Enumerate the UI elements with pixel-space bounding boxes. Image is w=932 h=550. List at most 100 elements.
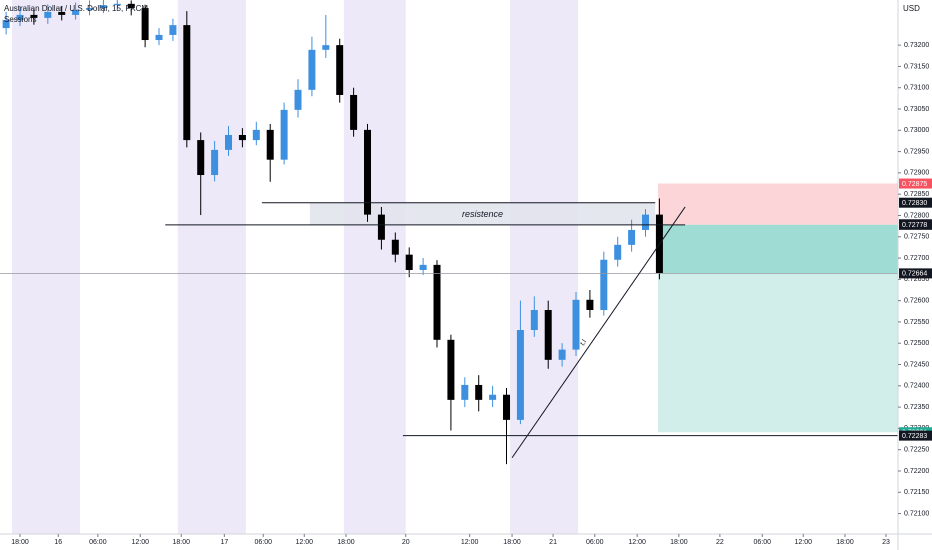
candle-body: [141, 8, 149, 41]
candle-body: [44, 11, 52, 18]
y-tick-label: 0.72700: [904, 255, 929, 262]
x-tick-label: 12:00: [296, 539, 314, 546]
y-tick-label: 0.73200: [904, 42, 929, 49]
candle-body: [503, 394, 511, 420]
x-tick-label: 12:00: [131, 539, 149, 546]
background-layer: [12, 0, 898, 534]
candle-body: [127, 3, 135, 9]
candle-body: [572, 299, 580, 350]
y-tick-label: 0.73150: [904, 63, 929, 70]
y-tick-label: 0.72350: [904, 404, 929, 411]
price-label: 0.72664: [902, 271, 927, 278]
trendline: [511, 206, 686, 459]
y-tick-label: 0.72550: [904, 319, 929, 326]
price-label-bg: [899, 268, 932, 279]
x-tick-label: 12:00: [795, 539, 813, 546]
y-tick-label: 0.72250: [904, 447, 929, 454]
candle-body: [155, 34, 163, 41]
candle-body: [614, 244, 622, 260]
candle-body: [516, 330, 524, 420]
y-tick-label: 0.72150: [904, 489, 929, 496]
y-tick-label: 0.72500: [904, 340, 929, 347]
candle-body: [419, 264, 427, 270]
price-label-bg: [899, 197, 932, 208]
candle-body: [225, 134, 233, 150]
candle-body: [642, 214, 650, 230]
candle-body: [558, 349, 566, 360]
zone-label: resistence: [462, 209, 503, 219]
resistance-zone: [309, 202, 656, 225]
candle-body: [266, 129, 274, 160]
candle-body: [113, 3, 121, 6]
candle-body: [544, 310, 552, 360]
y-tick-label: 0.72400: [904, 383, 929, 390]
candle-body: [308, 49, 316, 90]
candle-body: [405, 254, 413, 270]
candle-body: [16, 14, 24, 21]
price-label-bg: [899, 219, 932, 230]
x-tick-label: 20: [402, 539, 410, 546]
y-tick-label: 0.72200: [904, 468, 929, 475]
candle-body: [336, 45, 344, 95]
y-tick-label: 0.72650: [904, 276, 929, 283]
price-label: 0.72778: [902, 222, 927, 229]
x-tick-label: 06:00: [754, 539, 772, 546]
candle-body: [377, 214, 385, 240]
candle-body: [169, 25, 177, 35]
candle-body: [600, 259, 608, 311]
candle-body: [280, 109, 288, 160]
x-tick-label: 18:00: [337, 539, 355, 546]
candle-body: [197, 140, 205, 176]
candle-body: [252, 129, 260, 141]
x-tick-label: 16: [54, 539, 62, 546]
x-tick-label: 18:00: [503, 539, 521, 546]
y-tick-label: 0.72900: [904, 170, 929, 177]
x-tick-label: 12:00: [628, 539, 646, 546]
candle-body: [2, 20, 10, 29]
price-label: 0.72875: [902, 181, 927, 188]
candle-body: [475, 384, 483, 400]
y-tick-label: 0.72850: [904, 191, 929, 198]
stop-zone: [658, 183, 898, 225]
price-label: 0.72283: [902, 433, 927, 440]
session-band: [12, 0, 80, 534]
candle-body: [86, 8, 94, 10]
candle-body: [461, 384, 469, 400]
candle-body: [391, 239, 399, 255]
candle-body: [30, 14, 38, 18]
y-tick-label: 0.72450: [904, 361, 929, 368]
candle-body: [364, 129, 372, 215]
y-tick-label: 0.73050: [904, 106, 929, 113]
x-tick-label: 18:00: [836, 539, 854, 546]
y-tick-label: 0.73100: [904, 85, 929, 92]
y-tick-label: 0.73000: [904, 127, 929, 134]
candle-body: [58, 11, 66, 15]
session-band: [343, 0, 406, 534]
x-tick-label: 22: [716, 539, 724, 546]
x-tick-label: 18:00: [172, 539, 190, 546]
price-label-bg: [899, 430, 932, 441]
x-tick-label: 18:00: [670, 539, 688, 546]
y-tick-label: 0.72800: [904, 212, 929, 219]
x-tick-label: 12:00: [461, 539, 479, 546]
candle-body: [530, 310, 538, 331]
candle-body: [350, 94, 358, 130]
price-label-bg: [899, 178, 932, 189]
y-tick-label: 0.72950: [904, 148, 929, 155]
candle-body: [322, 45, 330, 50]
candle-body: [72, 9, 80, 15]
candle-body: [294, 89, 302, 110]
x-tick-label: 18:00: [11, 539, 29, 546]
indicator-name: Sessions: [4, 15, 36, 24]
candle-body: [433, 264, 441, 340]
candle-body: [211, 149, 219, 176]
candle-body: [586, 299, 594, 311]
chart-title: Australian Dollar / U.S. Dollar, 15, FXC…: [4, 4, 148, 13]
y-tick-label: 0.72600: [904, 297, 929, 304]
y-tick-label: 0.72100: [904, 510, 929, 517]
candle-body: [447, 339, 455, 400]
x-tick-label: 06:00: [89, 539, 107, 546]
session-band: [509, 0, 579, 534]
